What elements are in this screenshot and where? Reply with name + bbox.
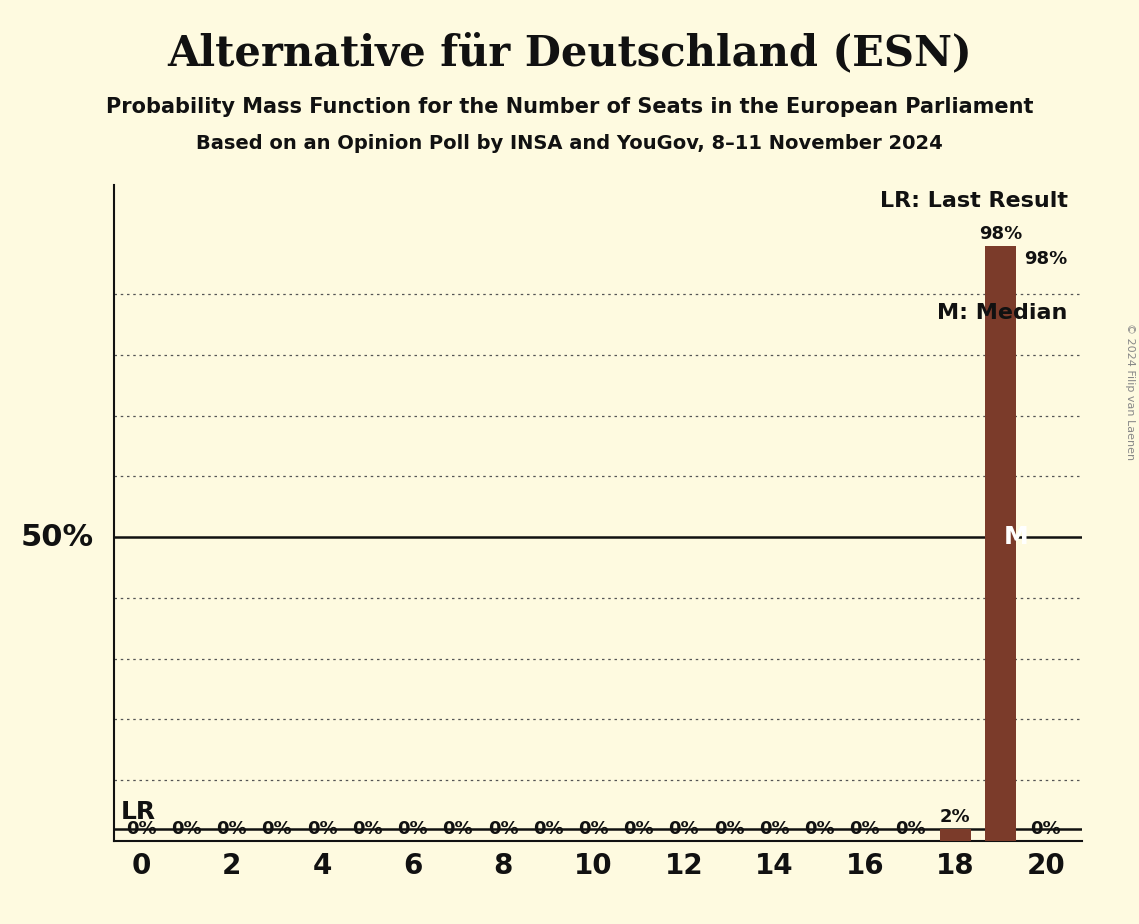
Text: 0%: 0% (714, 820, 745, 838)
Text: 98%: 98% (980, 225, 1022, 242)
Text: 0%: 0% (442, 820, 473, 838)
Text: © 2024 Filip van Laenen: © 2024 Filip van Laenen (1125, 323, 1134, 460)
Text: 0%: 0% (125, 820, 156, 838)
Text: 0%: 0% (1031, 820, 1062, 838)
Text: 0%: 0% (850, 820, 880, 838)
Text: 0%: 0% (669, 820, 699, 838)
Text: 0%: 0% (262, 820, 292, 838)
Text: LR: Last Result: LR: Last Result (879, 191, 1067, 212)
Text: 50%: 50% (21, 523, 93, 552)
Bar (940, 829, 972, 841)
Text: 0%: 0% (487, 820, 518, 838)
Text: 0%: 0% (623, 820, 654, 838)
Text: Probability Mass Function for the Number of Seats in the European Parliament: Probability Mass Function for the Number… (106, 97, 1033, 117)
Text: 0%: 0% (759, 820, 789, 838)
Text: 0%: 0% (895, 820, 926, 838)
Text: LR: LR (121, 800, 156, 824)
Text: Based on an Opinion Poll by INSA and YouGov, 8–11 November 2024: Based on an Opinion Poll by INSA and You… (196, 134, 943, 153)
Text: M: M (1005, 525, 1029, 549)
Text: 0%: 0% (398, 820, 428, 838)
Text: 0%: 0% (171, 820, 202, 838)
Text: 98%: 98% (1024, 250, 1067, 268)
Text: Alternative für Deutschland (ESN): Alternative für Deutschland (ESN) (167, 32, 972, 74)
Text: M: Median: M: Median (937, 303, 1067, 322)
Bar (985, 246, 1016, 841)
Text: 0%: 0% (306, 820, 337, 838)
Text: 0%: 0% (804, 820, 835, 838)
Text: 0%: 0% (352, 820, 383, 838)
Text: 0%: 0% (216, 820, 247, 838)
Text: 0%: 0% (533, 820, 564, 838)
Text: 0%: 0% (579, 820, 608, 838)
Text: 2%: 2% (940, 808, 970, 826)
